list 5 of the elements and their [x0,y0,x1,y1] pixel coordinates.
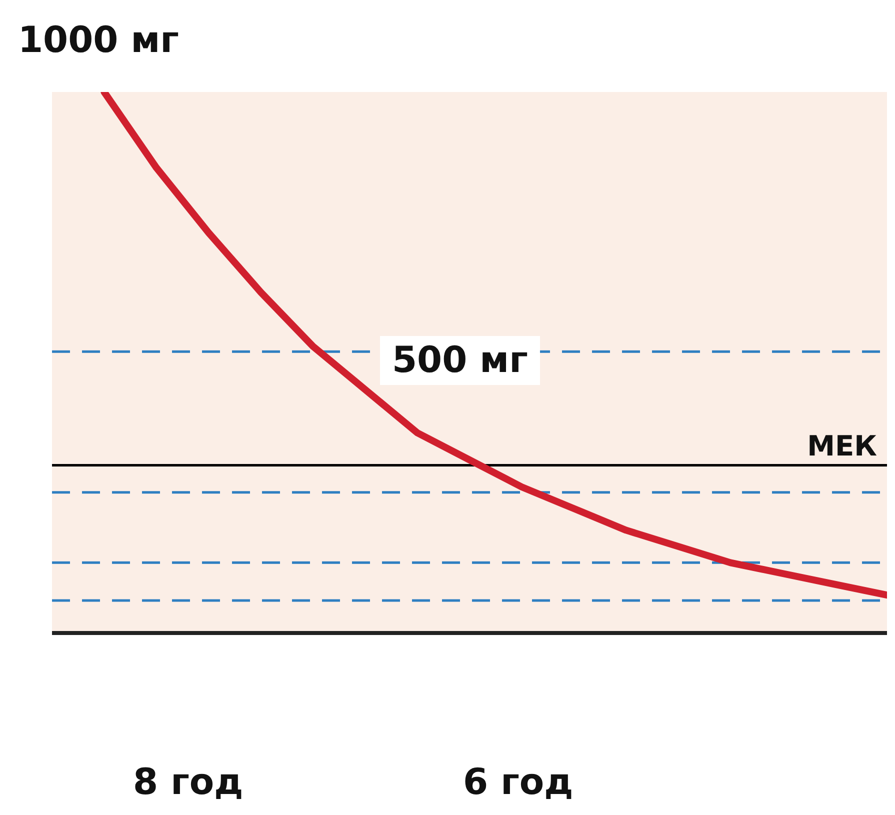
annotation: 500 мг [380,336,540,385]
ref-line-label: МЕК [807,429,878,462]
text: 6 год [463,762,574,803]
text: 1000 мг [18,20,179,61]
text: 8 год [133,762,244,803]
